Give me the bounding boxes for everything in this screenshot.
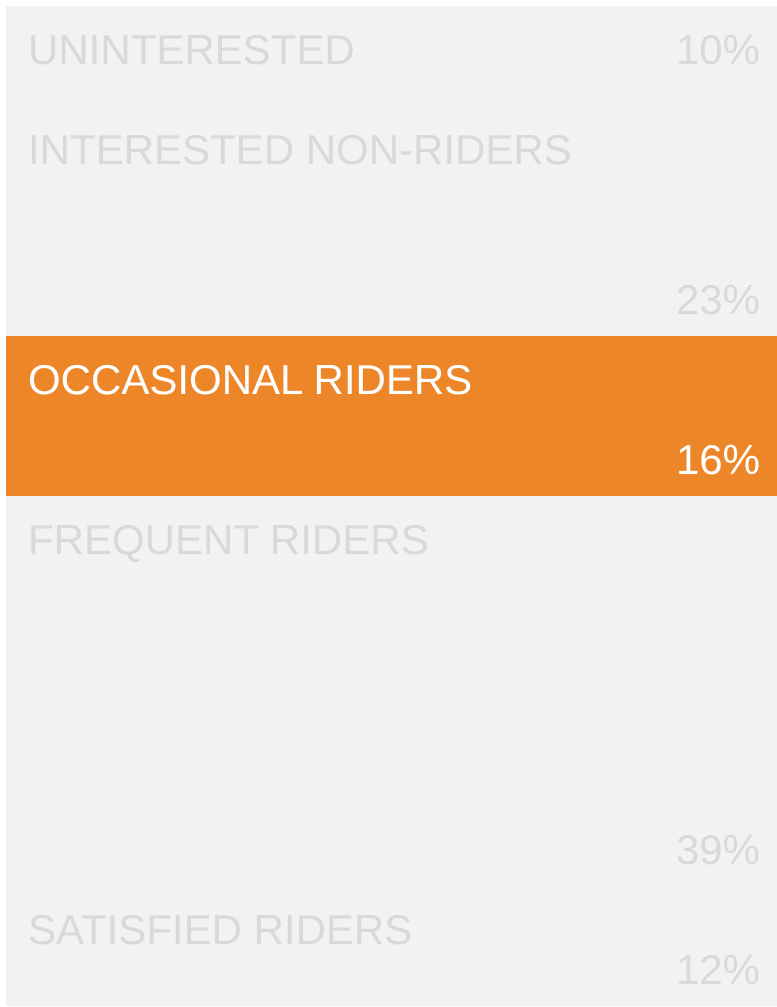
value-label: 10% xyxy=(676,26,760,73)
value-label: 12% xyxy=(676,946,760,993)
segment-label: INTERESTED NON-RIDERS xyxy=(28,126,572,173)
segment xyxy=(6,886,777,1006)
segment xyxy=(6,106,777,336)
segment xyxy=(6,496,777,886)
value-label: 16% xyxy=(676,436,760,483)
segment xyxy=(6,336,777,496)
segment xyxy=(6,6,777,106)
segment-label: FREQUENT RIDERS xyxy=(28,516,429,563)
segment-label: OCCASIONAL RIDERS xyxy=(28,356,472,403)
segment-label: UNINTERESTED xyxy=(28,26,355,73)
value-label: 23% xyxy=(676,276,760,323)
value-label: 39% xyxy=(676,826,760,873)
segment-label: SATISFIED RIDERS xyxy=(28,906,412,953)
